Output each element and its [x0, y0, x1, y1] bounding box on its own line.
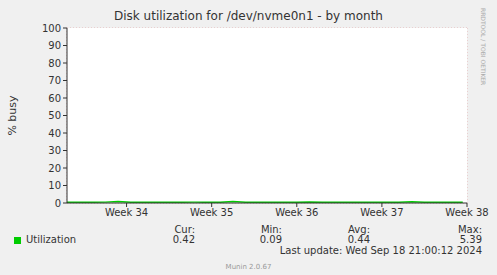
html-text:Last update: Wed Sep 18 21:00:: Last update: Wed Sep 18 21:00:12 2024	[279, 245, 482, 256]
svg-text:% busy: % busy	[8, 95, 19, 136]
svg-text:100: 100	[42, 23, 61, 34]
svg-text:Week 35: Week 35	[190, 207, 233, 218]
html-text:Cur:: Cur:	[174, 224, 195, 235]
svg-text:10: 10	[48, 180, 61, 191]
html-text:5.39: 5.39	[459, 234, 482, 245]
html-text:Utilization: Utilization	[26, 234, 77, 245]
svg-text:0: 0	[55, 198, 61, 209]
svg-text:80: 80	[48, 58, 61, 69]
svg-text:40: 40	[48, 128, 61, 139]
svg-text:Week 34: Week 34	[105, 207, 148, 218]
svg-text:30: 30	[48, 145, 61, 156]
svg-text:70: 70	[48, 75, 61, 86]
html-text:0.42: 0.42	[172, 234, 195, 245]
svg-text:20: 20	[48, 163, 61, 174]
html-text:Avg:: Avg:	[348, 224, 370, 235]
html-text:0.09: 0.09	[259, 234, 282, 245]
html-text:Max:: Max:	[458, 224, 482, 235]
html-text:Disk utilization for /dev/nvme: Disk utilization for /dev/nvme0n1 - by m…	[114, 9, 383, 23]
html-text:RRDTOOL / TOBI OETIKER: RRDTOOL / TOBI OETIKER	[480, 8, 487, 86]
svg-text:90: 90	[48, 40, 61, 51]
html-text:Munin 2.0.67: Munin 2.0.67	[225, 263, 272, 271]
svg-text:Week 38: Week 38	[445, 207, 488, 218]
svg-text:Week 36: Week 36	[275, 207, 318, 218]
svg-text:Week 37: Week 37	[360, 207, 403, 218]
svg-text:60: 60	[48, 93, 61, 104]
svg-text:50: 50	[48, 110, 61, 121]
html-text:Min:: Min:	[260, 224, 282, 235]
html-text:0.44: 0.44	[347, 234, 370, 245]
